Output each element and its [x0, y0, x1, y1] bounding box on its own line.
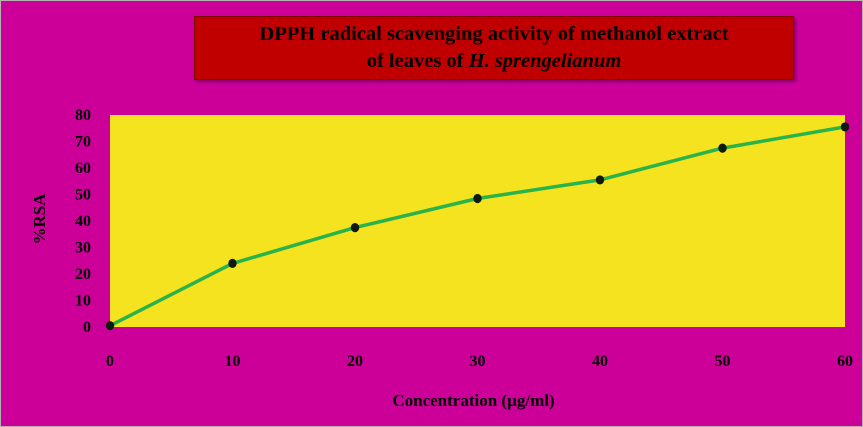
- y-tick-labels: 0 10 20 30 40 50 60 70 80: [75, 107, 91, 336]
- y-tick-label: 0: [83, 319, 91, 336]
- y-tick-label: 80: [75, 107, 91, 124]
- chart-title-line-1: DPPH radical scavenging activity of meth…: [259, 23, 729, 45]
- y-tick-label: 10: [75, 293, 91, 310]
- x-tick-label: 0: [106, 353, 114, 370]
- y-tick-label: 40: [75, 213, 91, 230]
- chart-title-species: H. sprengelianum: [468, 50, 622, 72]
- y-tick-label: 50: [75, 187, 91, 204]
- x-tick-label: 30: [470, 353, 486, 370]
- x-tick-label: 10: [225, 353, 241, 370]
- y-axis-title: %RSA: [30, 193, 49, 245]
- y-tick-label: 20: [75, 266, 91, 283]
- y-tick-label: 30: [75, 240, 91, 257]
- chart-title-prefix: of leaves of: [366, 50, 469, 72]
- data-point: [350, 223, 360, 233]
- x-tick-label: 60: [837, 353, 853, 370]
- x-tick-label: 50: [715, 353, 731, 370]
- chart-title-line-2: of leaves of H. sprengelianum: [367, 48, 622, 75]
- data-point: [105, 321, 115, 331]
- x-tick-label: 40: [592, 353, 608, 370]
- y-tick-label: 70: [75, 134, 91, 151]
- y-tick-label: 60: [75, 160, 91, 177]
- data-point: [718, 143, 727, 153]
- x-tick-label: 20: [347, 353, 363, 370]
- x-axis-title: Concentration (µg/ml): [392, 391, 554, 410]
- data-point: [595, 175, 605, 185]
- data-point: [473, 193, 482, 204]
- chart-title-box: DPPH radical scavenging activity of meth…: [194, 16, 794, 80]
- data-point: [228, 258, 237, 268]
- x-tick-labels: 0 10 20 30 40 50 60: [106, 353, 853, 370]
- data-points: [105, 122, 850, 331]
- data-point: [840, 122, 850, 132]
